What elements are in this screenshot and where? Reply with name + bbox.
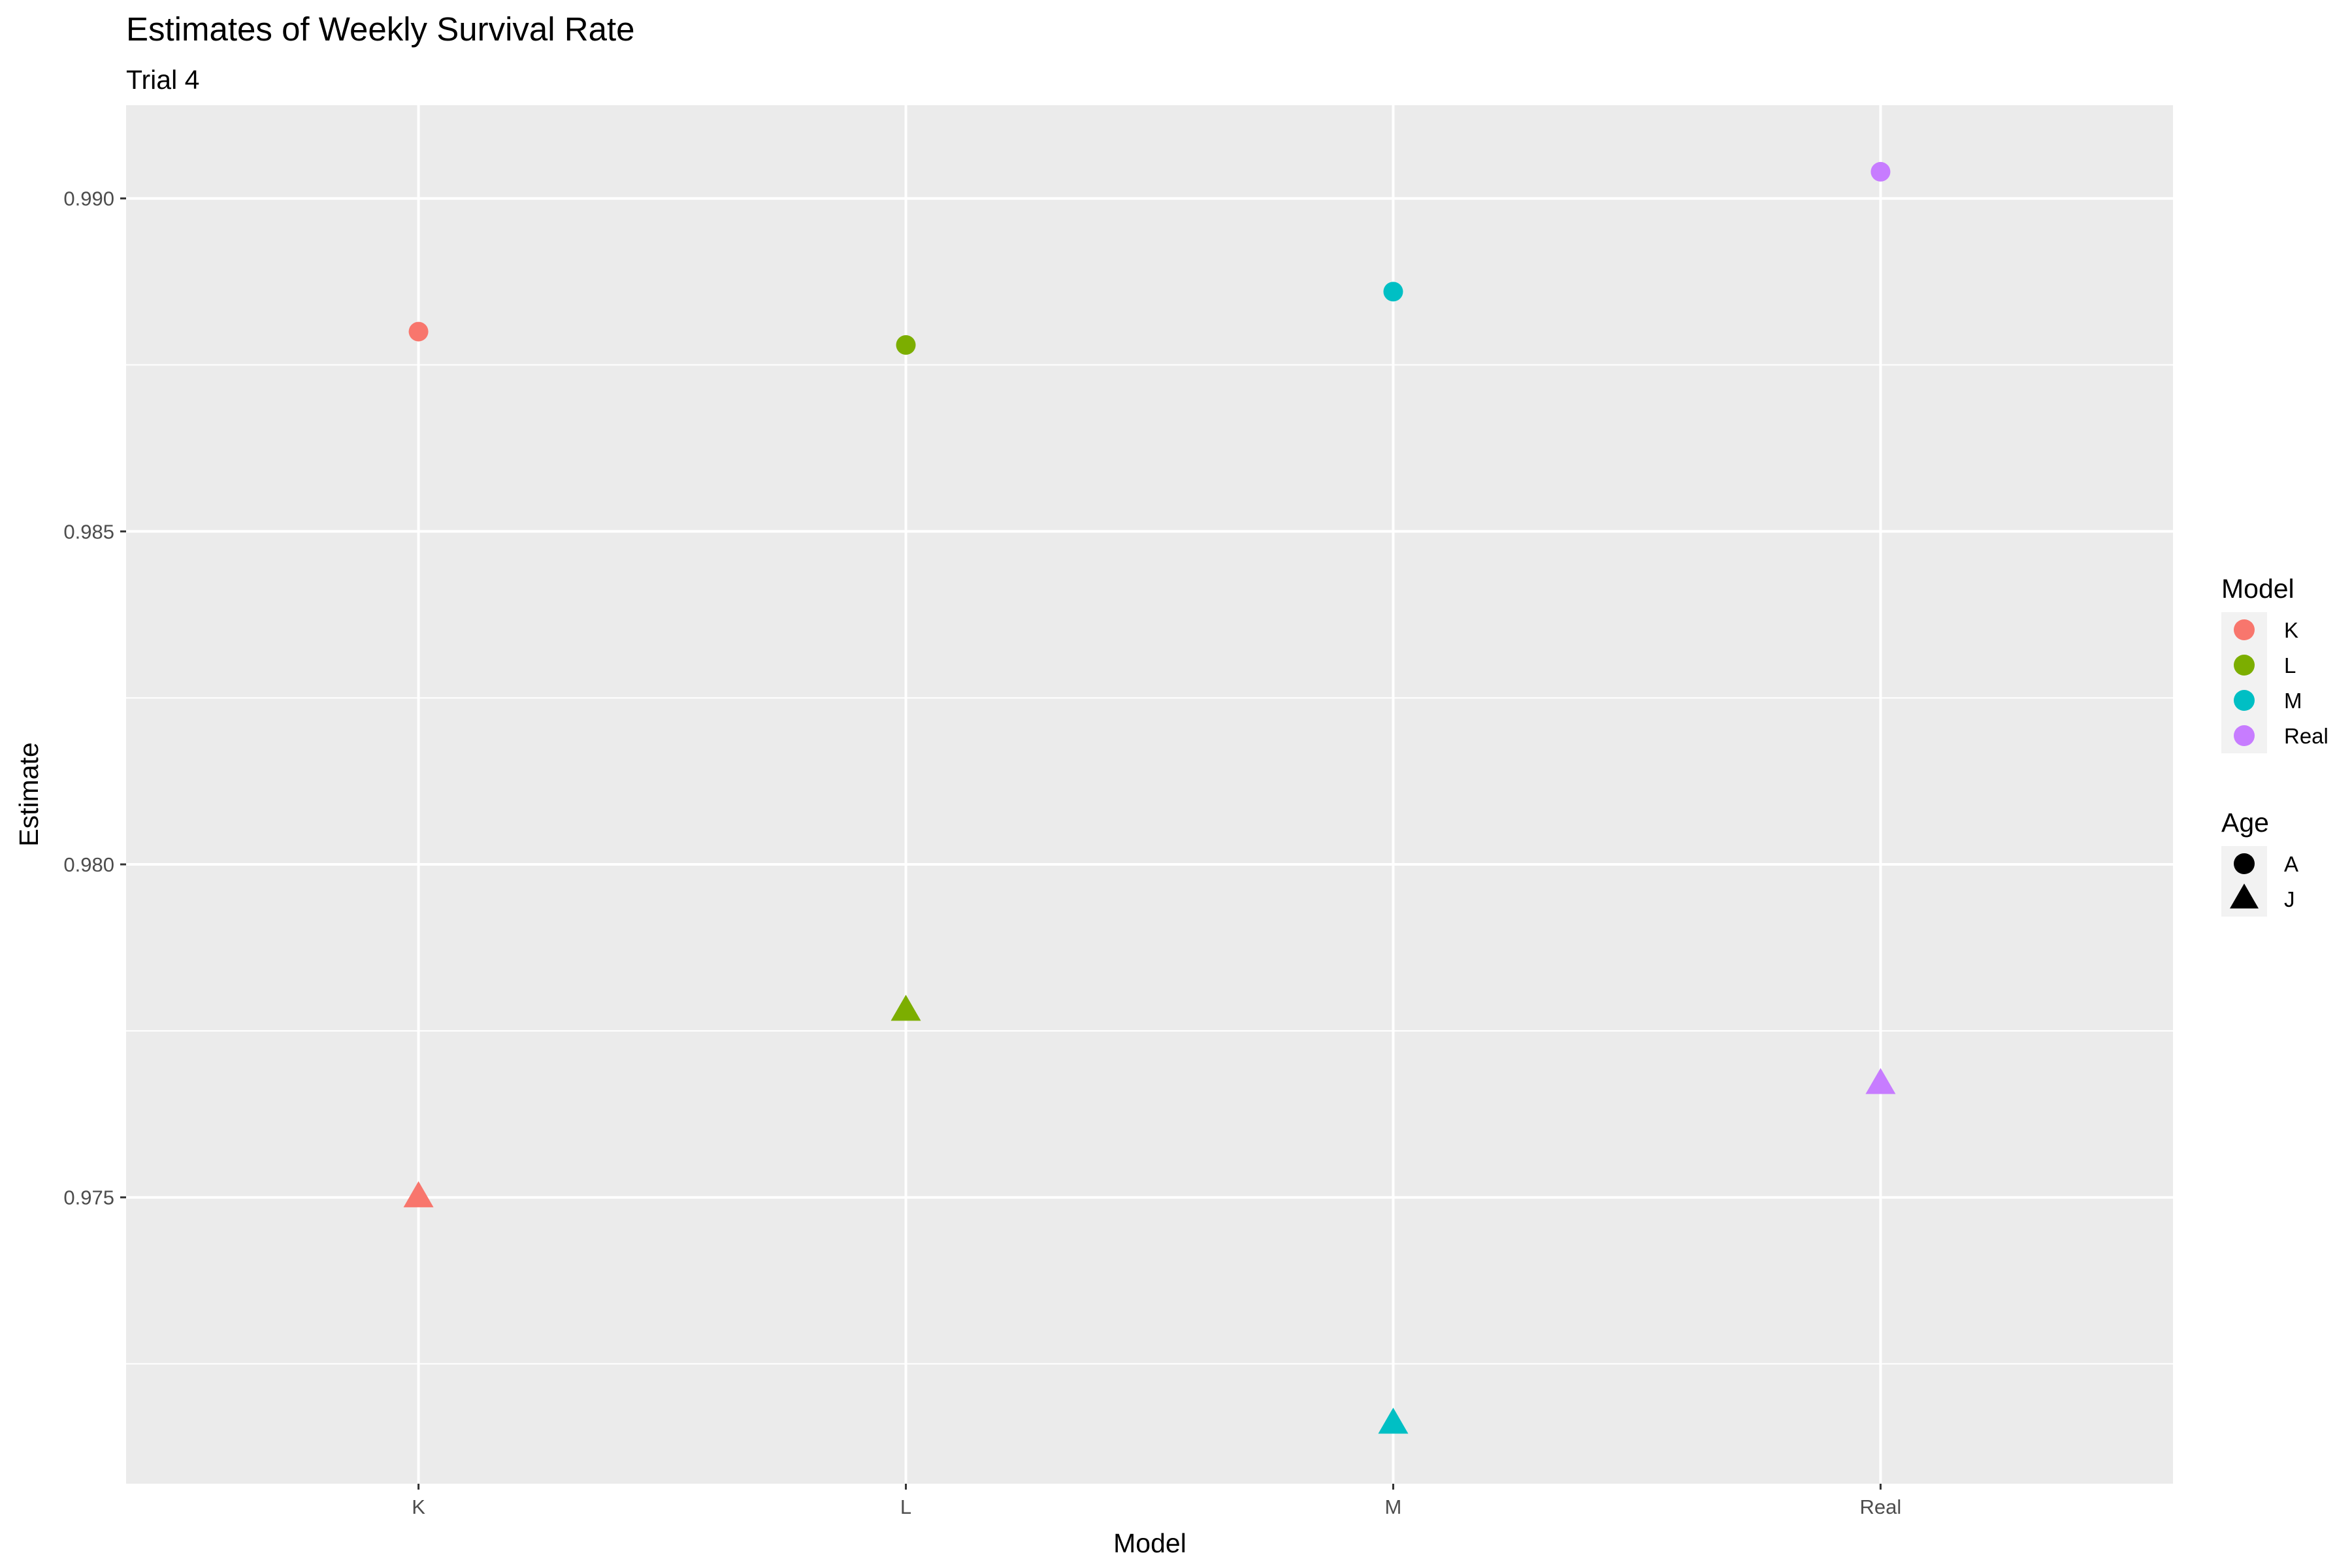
- legend-label: M: [2284, 689, 2302, 713]
- legend-key-circle: [2234, 853, 2255, 874]
- legend-label: L: [2284, 653, 2296, 678]
- data-point-triangle: [1865, 1068, 1896, 1094]
- legend-label: K: [2284, 618, 2298, 642]
- legend-key-circle: [2234, 690, 2255, 711]
- x-tick-label: M: [1385, 1495, 1402, 1518]
- legend-title: Age: [2221, 808, 2269, 838]
- x-axis: K L M Real: [412, 1484, 1901, 1518]
- legend-label: Real: [2284, 724, 2328, 748]
- chart-subtitle: Trial 4: [126, 65, 199, 95]
- y-tick-label: 0.990: [63, 188, 114, 210]
- legend-title: Model: [2221, 574, 2295, 604]
- y-tick-label: 0.985: [63, 520, 114, 543]
- data-point-circle: [1870, 161, 1891, 182]
- x-tick-label: L: [900, 1495, 911, 1518]
- legend-key-circle: [2234, 725, 2255, 746]
- y-axis: 0.975 0.980 0.985 0.990: [63, 188, 126, 1209]
- legend-key-circle: [2234, 655, 2255, 676]
- y-axis-title: Estimate: [14, 742, 44, 847]
- major-gridlines: [126, 105, 2173, 1484]
- data-point-triangle: [403, 1181, 434, 1207]
- legend-label: A: [2284, 852, 2298, 876]
- data-point-circle: [1383, 282, 1403, 302]
- minor-gridlines: [126, 364, 2173, 1365]
- x-tick-label: Real: [1860, 1495, 1902, 1518]
- data-point-circle: [896, 335, 916, 355]
- x-axis-title: Model: [1113, 1528, 1186, 1558]
- data-point-triangle: [890, 994, 921, 1021]
- y-tick-label: 0.980: [63, 853, 114, 876]
- data-point-circle: [408, 321, 429, 342]
- plot-panel: [126, 105, 2173, 1484]
- data-point-triangle: [1378, 1407, 1409, 1434]
- chart-title: Estimates of Weekly Survival Rate: [126, 10, 635, 48]
- legend: Model KLM Real Age AJ: [2221, 574, 2328, 917]
- legend-key-circle: [2234, 619, 2255, 640]
- legend-label: J: [2284, 887, 2295, 911]
- data-points: [403, 161, 1896, 1434]
- x-tick-label: K: [412, 1495, 425, 1518]
- legend-key-triangle: [2230, 883, 2259, 909]
- y-tick-label: 0.975: [63, 1186, 114, 1209]
